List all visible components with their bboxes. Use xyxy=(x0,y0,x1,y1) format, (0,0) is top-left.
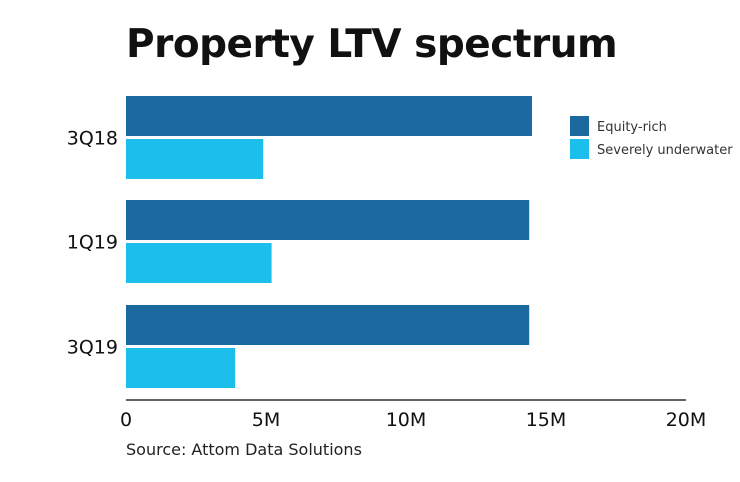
legend-label: Equity-rich xyxy=(597,120,667,135)
chart-source: Source: Attom Data Solutions xyxy=(126,440,362,459)
bar-1q19-severely-underwater xyxy=(126,243,272,283)
x-tick-label: 0 xyxy=(120,409,132,431)
chart-title: Property LTV spectrum xyxy=(126,22,618,67)
category-label: 1Q19 xyxy=(67,232,118,254)
legend-swatch-severely-underwater xyxy=(570,139,589,159)
x-tick-label: 10M xyxy=(386,409,427,431)
bar-3q19-equity-rich xyxy=(126,305,530,345)
bar-3q19-severely-underwater xyxy=(126,348,236,388)
legend-swatch-equity-rich xyxy=(570,116,589,136)
x-tick-label: 15M xyxy=(526,409,567,431)
category-label: 3Q18 xyxy=(67,128,118,150)
x-tick-label: 20M xyxy=(666,409,707,431)
category-label: 3Q19 xyxy=(67,337,118,359)
bar-3q18-equity-rich xyxy=(126,96,532,136)
x-tick-label: 5M xyxy=(252,409,280,431)
bar-3q18-severely-underwater xyxy=(126,139,264,179)
legend-label: Severely underwater xyxy=(597,143,733,158)
bar-1q19-equity-rich xyxy=(126,200,530,240)
